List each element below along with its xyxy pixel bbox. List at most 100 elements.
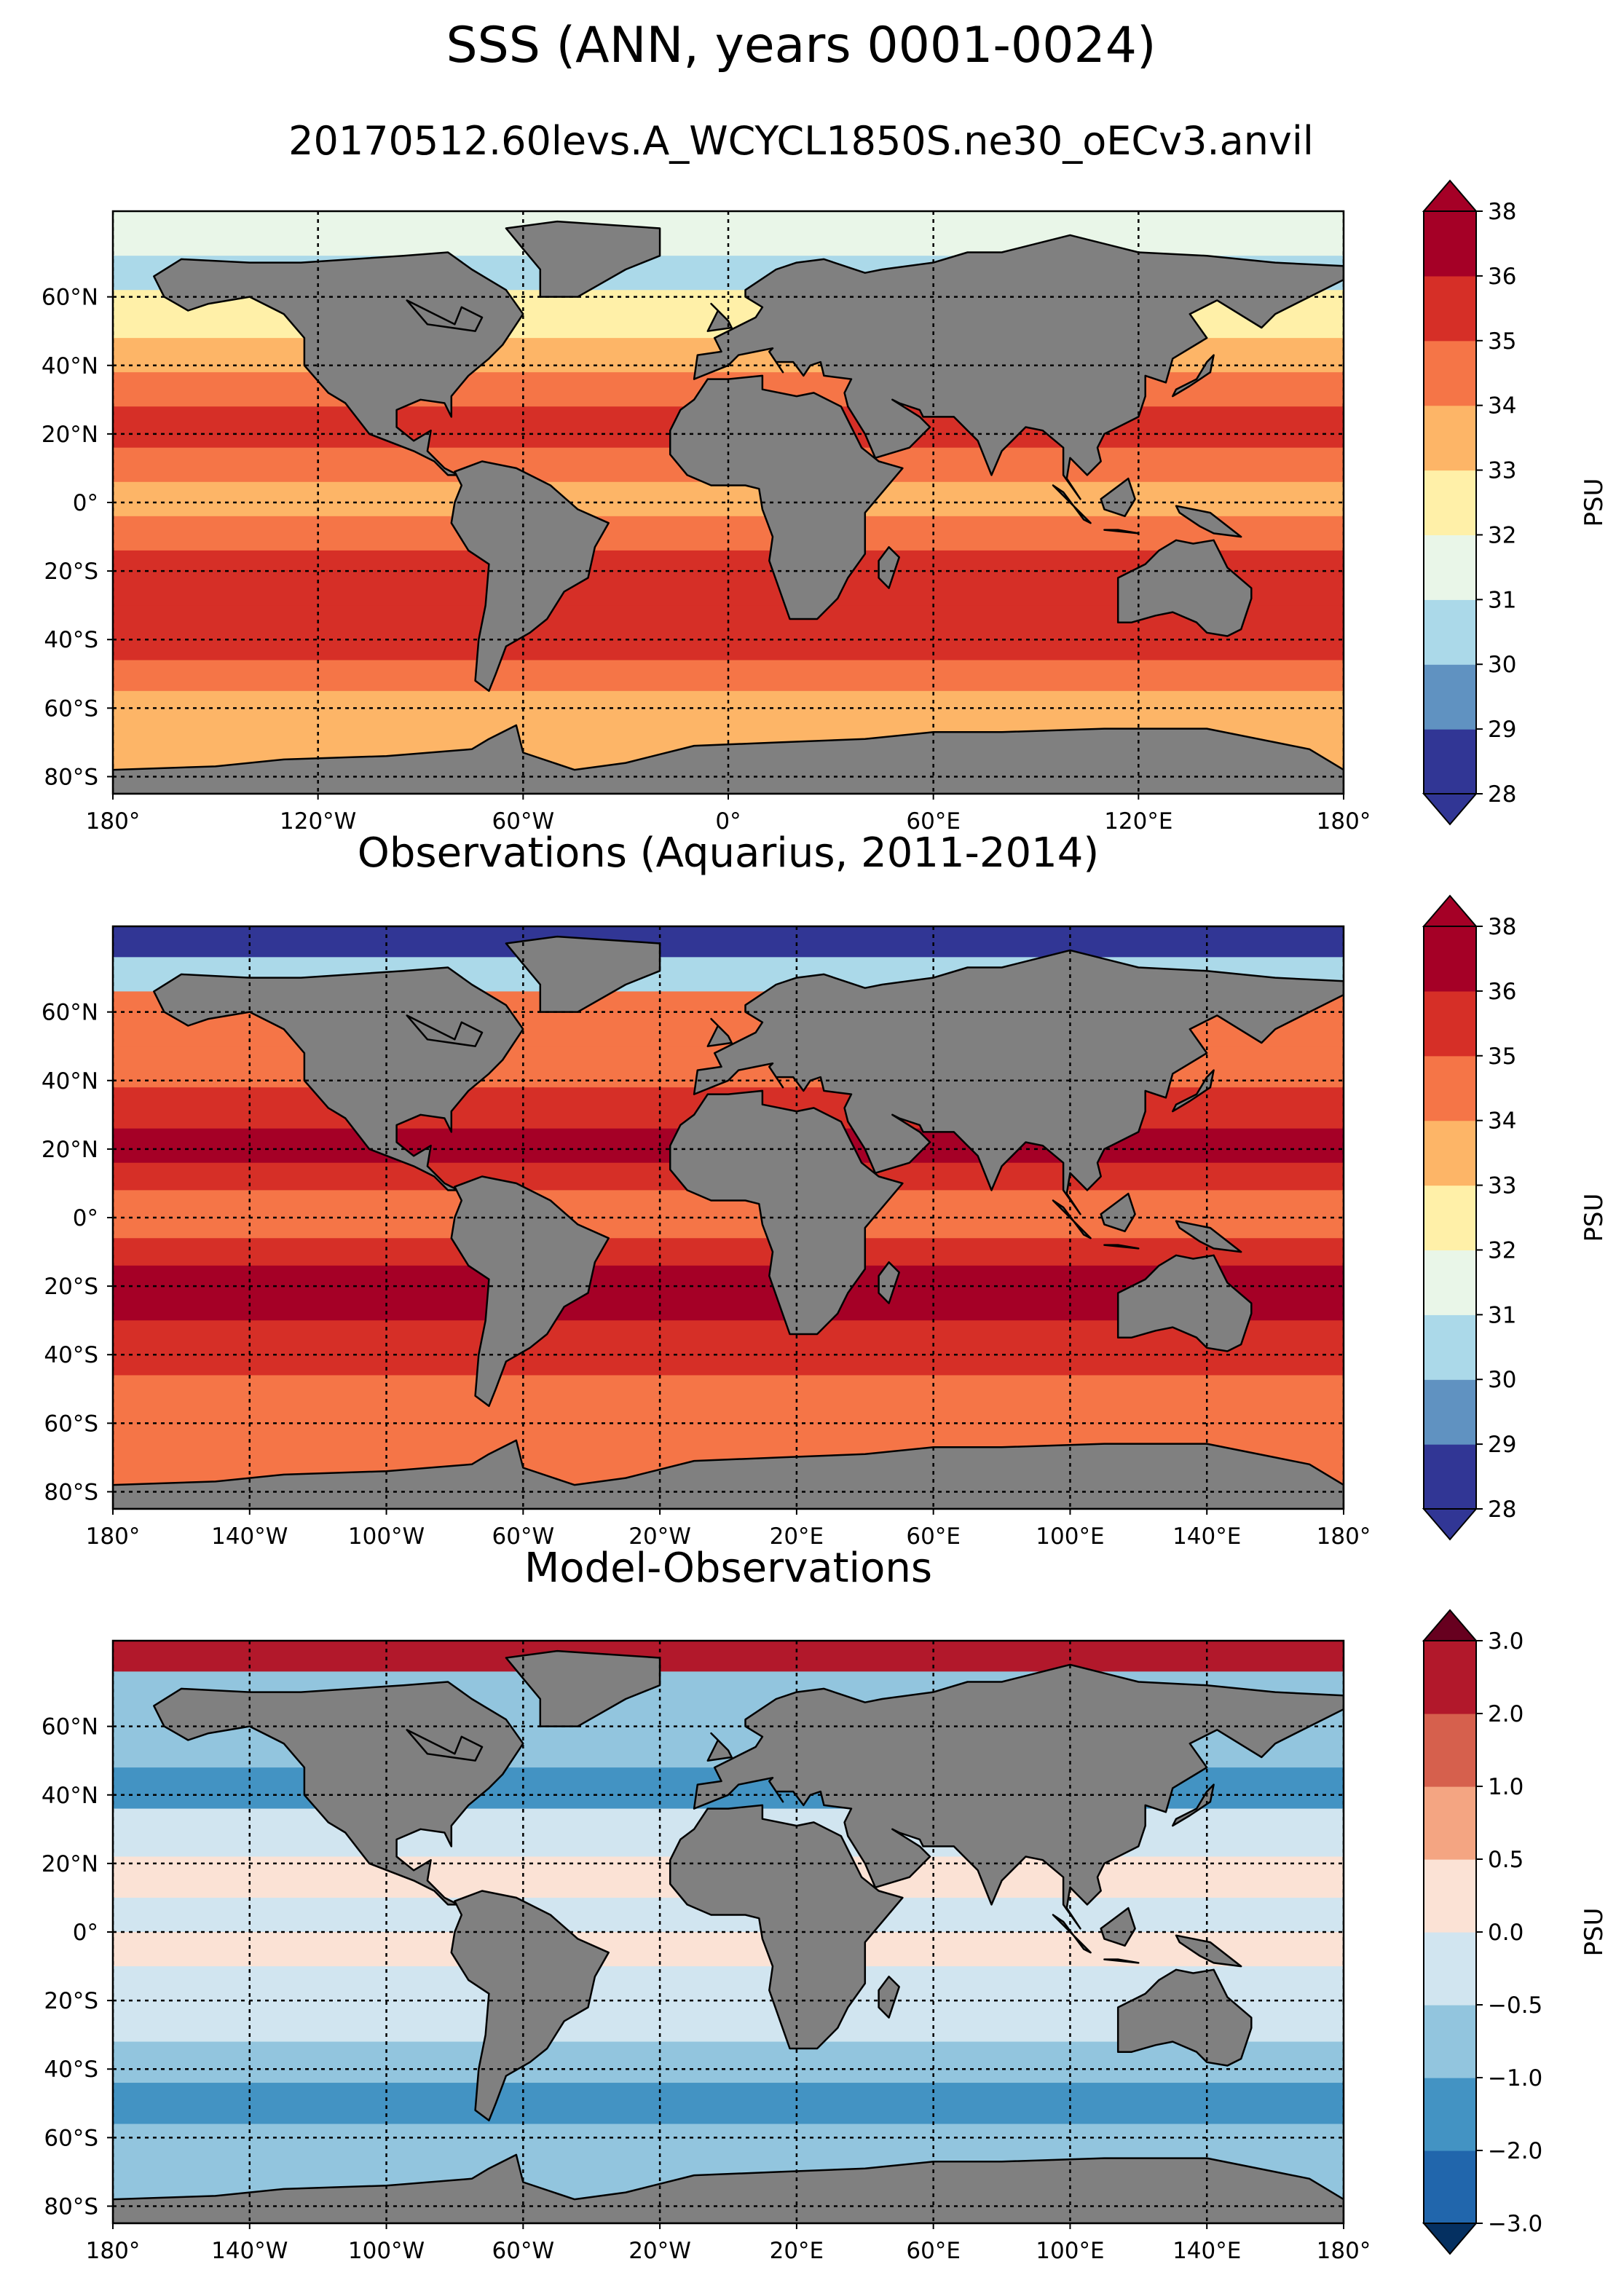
colorbar-tick-label: 0.0	[1488, 1920, 1524, 1946]
x-tick-label: 180°	[86, 808, 141, 835]
colorbar-tick-label: 33	[1488, 1173, 1516, 1199]
x-tick-label: 20°E	[770, 2238, 824, 2264]
colorbar-tick-label: 0.5	[1488, 1847, 1524, 1873]
y-tick-labels: 60°N 40°N 20°N 0° 20°S 40°S 60°S 80°S	[42, 285, 113, 790]
land-polygon	[505, 935, 661, 1013]
colorbar-segment	[1424, 1379, 1476, 1445]
x-tick-label: 180°	[1317, 808, 1371, 835]
x-tick-label: 60°E	[906, 2238, 961, 2264]
colorbar-segment	[1424, 1185, 1476, 1251]
y-tick-label: 40°S	[44, 627, 98, 653]
colorbar-tick-label: 30	[1488, 652, 1516, 678]
land-polygon	[878, 1975, 900, 2019]
y-tick-label: 20°S	[44, 1988, 98, 2014]
land-polygon	[153, 966, 524, 1191]
y-tick-label: 80°S	[44, 764, 98, 790]
land-polygon	[1175, 1934, 1242, 1968]
colorbar-segment	[1424, 1055, 1476, 1121]
salinity-band	[113, 1238, 1344, 1266]
y-tick-label: 80°S	[44, 1479, 98, 1505]
colorbar-tick-label: 31	[1488, 1302, 1516, 1328]
colorbar-tick-label: −3.0	[1488, 2211, 1542, 2237]
colorbar-tick-label: 35	[1488, 328, 1516, 355]
y-tick-label: 20°S	[44, 559, 98, 585]
colorbar-segment	[1424, 1859, 1476, 1933]
y-tick-labels: 60°N 40°N 20°N 0° 20°S 40°S 60°S 80°S	[42, 1000, 113, 1505]
land-polygon	[693, 949, 1344, 1215]
land-polygon	[505, 220, 661, 298]
land-polygon	[1175, 1220, 1242, 1253]
colorbar-segment	[1424, 1444, 1476, 1510]
y-tick-label: 20°N	[42, 1137, 98, 1163]
y-tick-label: 20°N	[42, 1851, 98, 1877]
colorbar-tick-label: 31	[1488, 587, 1516, 613]
land-polygon	[706, 302, 733, 332]
y-tick-label: 40°N	[42, 353, 98, 379]
colorbar-tick-label: 2.0	[1488, 1701, 1524, 1727]
land-polygon	[878, 545, 900, 589]
x-tick-label: 180°	[86, 1523, 141, 1550]
colorbar-segment	[1424, 470, 1476, 536]
salinity-band	[113, 1641, 1344, 1673]
colorbar-segment	[1424, 1786, 1476, 1860]
salinity-band	[113, 211, 1344, 257]
colorbar: 28 29 30 31 32 33 34 35 36 38	[1422, 179, 1516, 826]
colorbar-segment	[1424, 926, 1476, 992]
salinity-band	[113, 2083, 1344, 2125]
y-tick-label: 40°N	[42, 1068, 98, 1095]
x-tick-labels: 180° 120°W 60°W 0° 60°E 120°E 180°	[86, 794, 1371, 835]
colorbar-tick-label: 28	[1488, 781, 1516, 808]
x-tick-label: 60°W	[492, 2238, 555, 2264]
colorbar-segment	[1424, 1641, 1476, 1714]
colorbar-segment	[1424, 535, 1476, 600]
colorbar-tick-label: 32	[1488, 522, 1516, 548]
land-polygon	[1103, 1958, 1140, 1964]
x-tick-label: 60°W	[492, 1523, 555, 1550]
panel-title: Model-Observations	[524, 1545, 932, 1592]
land-polygon	[1100, 477, 1136, 518]
colorbar: 28 29 30 31 32 33 34 35 36 38	[1422, 894, 1516, 1541]
colorbar-segment	[1424, 729, 1476, 794]
y-tick-label: 0°	[73, 1205, 98, 1231]
y-tick-label: 60°S	[44, 695, 98, 722]
panel-title: Observations (Aquarius, 2011-2014)	[358, 829, 1099, 877]
land-polygon	[1172, 1069, 1215, 1113]
colorbar-tick-label: 34	[1488, 393, 1516, 419]
land-polygon	[450, 1175, 610, 1408]
salinity-band	[113, 2041, 1344, 2084]
colorbar-frame	[1423, 210, 1477, 794]
land-polygon	[505, 1649, 661, 1727]
y-tick-label: 0°	[73, 1920, 98, 1946]
land-polygon	[693, 1663, 1344, 1930]
panel-model: 180° 120°W 60°W 0° 60°E 120°E 180° 60°N 40°N 20°…	[42, 179, 1609, 835]
y-tick-label: 0°	[73, 490, 98, 516]
y-tick-labels: 60°N 40°N 20°N 0° 20°S 40°S 60°S 80°S	[42, 1714, 113, 2220]
y-tick-label: 60°S	[44, 1411, 98, 1437]
colorbar-under-arrow	[1422, 1508, 1478, 1541]
land-polygon	[1116, 1968, 1253, 2067]
y-tick-label: 60°S	[44, 2125, 98, 2151]
land-polygon	[706, 1732, 733, 1762]
colorbar-segment	[1424, 1314, 1476, 1380]
x-tick-label: 100°W	[348, 2238, 425, 2264]
land-polygon	[1052, 1914, 1092, 1954]
colorbar-segment	[1424, 2005, 1476, 2078]
colorbar-tick-label: 32	[1488, 1237, 1516, 1263]
land-polygon	[1116, 1254, 1253, 1352]
panel-difference: Model-Observations 180° 140°W 100°W 60°W 20°…	[42, 1545, 1609, 2264]
colorbar-tick-label: 34	[1488, 1108, 1516, 1135]
land-polygon	[1116, 539, 1253, 637]
colorbar-segment	[1424, 275, 1476, 342]
y-tick-label: 80°S	[44, 2193, 98, 2220]
colorbar-over-arrow	[1422, 894, 1478, 927]
x-tick-label: 20°E	[770, 1523, 824, 1550]
colorbar-tick-label: 1.0	[1488, 1774, 1524, 1800]
x-tick-label: 140°E	[1172, 1523, 1241, 1550]
colorbar-over-arrow	[1422, 179, 1478, 212]
gridlines	[113, 211, 1344, 794]
colorbar-tick-label: 28	[1488, 1497, 1516, 1523]
colorbar-tick-label: 30	[1488, 1367, 1516, 1393]
x-tick-label: 180°	[1317, 2238, 1371, 2264]
x-tick-label: 60°W	[492, 808, 555, 835]
